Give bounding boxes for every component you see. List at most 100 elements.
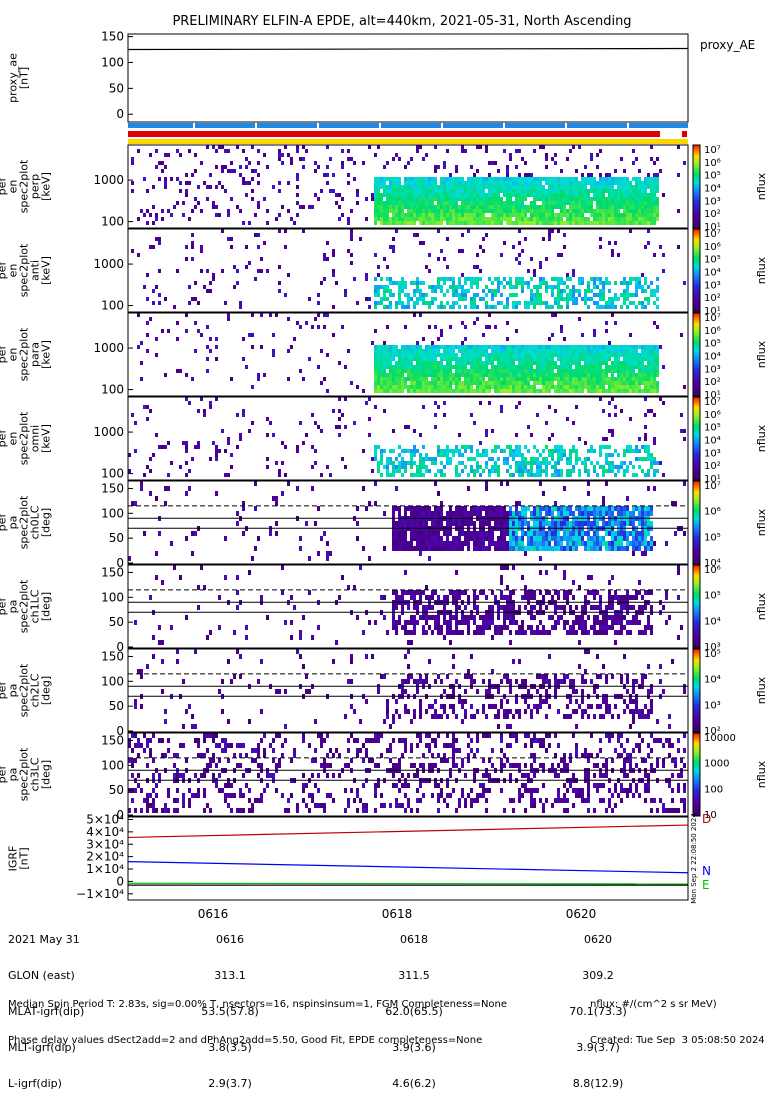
heatmap-cell xyxy=(371,193,374,197)
heatmap-cell xyxy=(599,397,602,401)
heatmap-cell xyxy=(623,531,626,536)
heatmap-cell xyxy=(479,277,482,281)
heatmap-cell xyxy=(635,377,638,381)
heatmap-cell xyxy=(644,209,647,213)
heatmap-cell xyxy=(494,389,497,393)
heatmap-cell xyxy=(461,149,464,153)
heatmap-cell xyxy=(509,473,512,477)
heatmap-cell xyxy=(611,221,614,225)
heatmap-cell xyxy=(635,385,638,389)
heatmap-cell xyxy=(557,373,560,377)
heatmap-cell xyxy=(446,449,449,453)
heatmap-cell xyxy=(629,181,632,185)
heatmap-cell xyxy=(437,377,440,381)
heatmap-cell xyxy=(437,205,440,209)
heatmap-cell xyxy=(488,217,491,221)
heatmap-cell xyxy=(431,185,434,189)
heatmap-cell xyxy=(485,486,488,491)
heatmap-cell xyxy=(419,241,422,245)
heatmap-cell xyxy=(578,145,581,149)
heatmap-cell xyxy=(461,469,464,473)
heatmap-cell xyxy=(443,281,446,285)
heatmap-cell xyxy=(479,185,482,189)
heatmap-cell xyxy=(602,385,605,389)
heatmap-cell xyxy=(278,229,281,233)
heatmap-cell xyxy=(374,405,377,409)
plot-title: PRELIMINARY ELFIN-A EPDE, alt=440km, 202… xyxy=(172,14,631,29)
heatmap-cell xyxy=(494,546,497,551)
heatmap-cell xyxy=(473,511,476,516)
heatmap-cell xyxy=(431,301,434,305)
heatmap-cell xyxy=(503,305,506,309)
heatmap-cell xyxy=(641,361,644,365)
heatmap-cell xyxy=(617,373,620,377)
heatmap-cell xyxy=(590,297,593,301)
heatmap-cell xyxy=(611,297,614,301)
heatmap-cell xyxy=(563,536,566,541)
heatmap-cell xyxy=(569,373,572,377)
heatmap-cell xyxy=(461,321,464,325)
heatmap-cell xyxy=(515,285,518,289)
heatmap-cell xyxy=(392,249,395,253)
heatmap-cell xyxy=(512,473,515,477)
heatmap-cell xyxy=(614,181,617,185)
heatmap-cell xyxy=(449,353,452,357)
heatmap-cell xyxy=(455,385,458,389)
heatmap-cell xyxy=(410,546,413,551)
heatmap-cell xyxy=(440,197,443,201)
heatmap-cell xyxy=(440,511,443,516)
heatmap-cell xyxy=(536,181,539,185)
heatmap-cell xyxy=(683,281,686,285)
heatmap-cell xyxy=(200,209,203,213)
heatmap-cell xyxy=(572,297,575,301)
heatmap-cell xyxy=(584,293,587,297)
heatmap-cell xyxy=(533,445,536,449)
heatmap-cell xyxy=(641,445,644,449)
heatmap-cell xyxy=(476,253,479,257)
heatmap-cell xyxy=(395,536,398,541)
heatmap-cell xyxy=(569,385,572,389)
heatmap-cell xyxy=(533,511,536,516)
heatmap-cell xyxy=(650,536,653,541)
heatmap-cell xyxy=(245,365,248,369)
heatmap-cell xyxy=(563,546,566,551)
heatmap-cell xyxy=(341,165,344,169)
heatmap-cell xyxy=(512,389,515,393)
heatmap-cell xyxy=(380,345,383,349)
heatmap-cell xyxy=(134,421,137,425)
heatmap-cell xyxy=(656,469,659,473)
heatmap-cell xyxy=(443,201,446,205)
heatmap-cell xyxy=(503,385,506,389)
heatmap-cell xyxy=(599,449,602,453)
heatmap-cell xyxy=(527,221,530,225)
heatmap-cell xyxy=(383,217,386,221)
heatmap-cell xyxy=(494,349,497,353)
heatmap-cell xyxy=(521,193,524,197)
heatmap-cell xyxy=(578,373,581,377)
heatmap-cell xyxy=(494,345,497,349)
heatmap-cell xyxy=(401,301,404,305)
heatmap-cell xyxy=(413,185,416,189)
heatmap-cell xyxy=(647,241,650,245)
heatmap-cell xyxy=(461,461,464,465)
heatmap-cell xyxy=(551,349,554,353)
heatmap-cell xyxy=(416,285,419,289)
heatmap-cell xyxy=(434,541,437,546)
heatmap-cell xyxy=(521,546,524,551)
heatmap-cell xyxy=(596,381,599,385)
heatmap-cell xyxy=(398,521,401,526)
heatmap-cell xyxy=(620,377,623,381)
heatmap-cell xyxy=(539,389,542,393)
heatmap-cell xyxy=(503,365,506,369)
heatmap-cell xyxy=(371,469,374,473)
heatmap-cell xyxy=(599,209,602,213)
heatmap-cell xyxy=(596,373,599,377)
heatmap-cell xyxy=(599,465,602,469)
heatmap-cell xyxy=(374,293,377,297)
heatmap-cell xyxy=(482,189,485,193)
heatmap-cell xyxy=(638,189,641,193)
heatmap-cell xyxy=(404,213,407,217)
heatmap-cell xyxy=(638,285,641,289)
heatmap-cell xyxy=(488,373,491,377)
heatmap-cell xyxy=(539,217,542,221)
